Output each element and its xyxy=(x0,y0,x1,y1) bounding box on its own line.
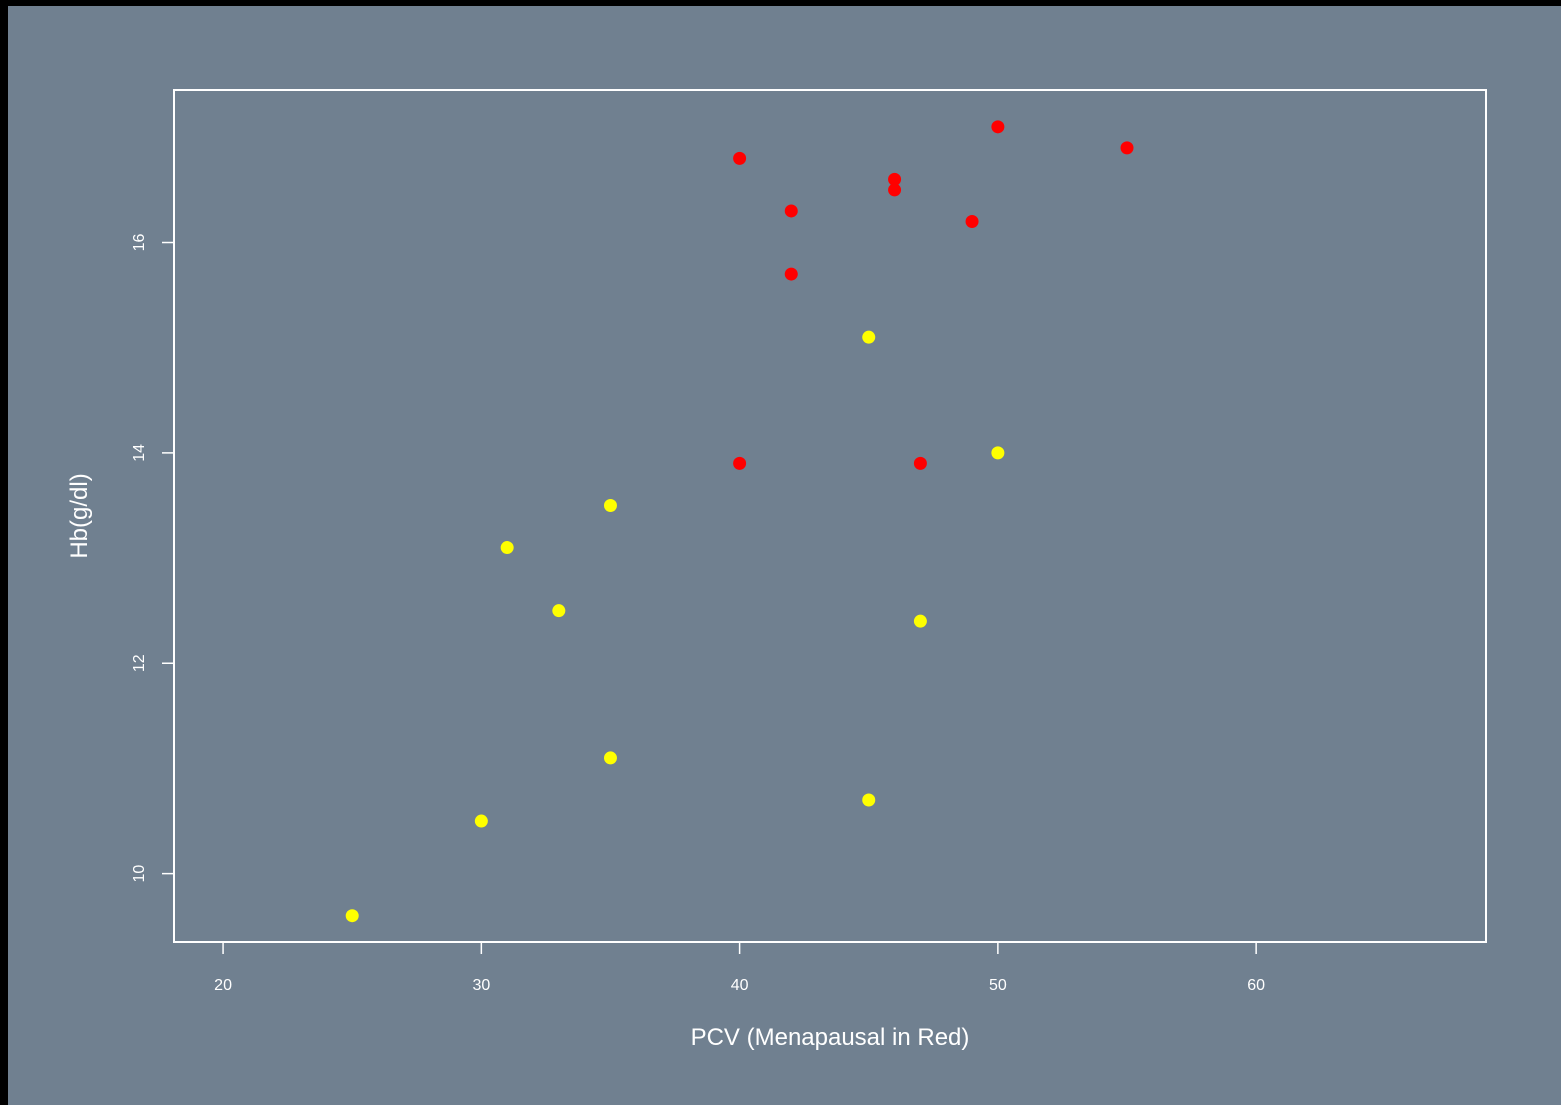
data-point xyxy=(603,751,617,765)
x-axis: 20 30 40 50 60 xyxy=(214,941,1265,994)
data-point xyxy=(603,498,617,512)
x-tick-label: 30 xyxy=(472,977,490,994)
scatter-chart: 20 30 40 50 60 10 12 14 16 PCV (Menapausal in R… xyxy=(66,89,1487,1051)
plot-frame xyxy=(173,89,1487,943)
x-axis-title: PCV (Menapausal in Red) xyxy=(691,1024,970,1051)
y-axis: 10 12 14 16 xyxy=(131,234,175,883)
data-point xyxy=(552,604,566,618)
data-point xyxy=(1120,141,1134,155)
data-point xyxy=(965,214,979,228)
x-tick-label: 50 xyxy=(989,977,1007,994)
data-point xyxy=(862,330,876,344)
x-tick-label: 60 xyxy=(1247,977,1265,994)
data-point xyxy=(474,814,488,828)
data-point xyxy=(991,120,1005,134)
data-point xyxy=(888,183,902,197)
y-tick-label: 12 xyxy=(131,654,148,672)
data-point xyxy=(913,456,927,470)
x-tick-label: 20 xyxy=(214,977,232,994)
data-points xyxy=(345,120,1134,923)
data-point xyxy=(888,172,902,186)
data-point xyxy=(862,793,876,807)
data-point xyxy=(500,541,514,555)
y-tick-label: 16 xyxy=(131,234,148,252)
x-tick-label: 40 xyxy=(731,977,749,994)
chart-area: 20 30 40 50 60 10 12 14 16 PCV (Menapausal in R… xyxy=(8,6,1561,1105)
data-point xyxy=(913,614,927,628)
data-point xyxy=(733,456,747,470)
data-point xyxy=(733,151,747,165)
y-tick-label: 14 xyxy=(131,444,148,462)
data-point xyxy=(345,909,359,923)
data-point xyxy=(991,446,1005,460)
y-axis-title: Hb(g/dl) xyxy=(66,473,93,558)
data-point xyxy=(784,267,798,281)
y-tick-label: 10 xyxy=(131,865,148,883)
data-point xyxy=(784,204,798,218)
